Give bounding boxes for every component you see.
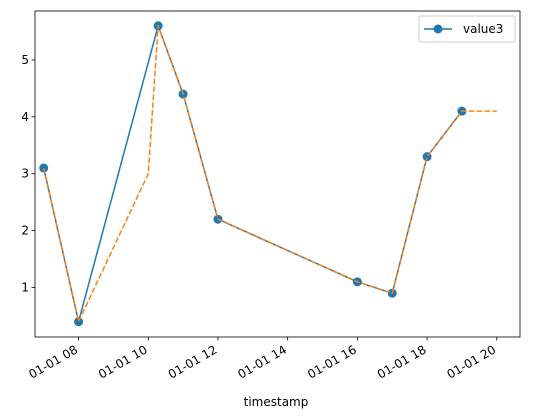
legend-marker-value3 [433, 24, 443, 34]
data-point [74, 317, 84, 327]
y-tick-label: 2 [21, 224, 29, 238]
y-tick-label: 3 [21, 167, 29, 181]
x-axis-label: timestamp [244, 395, 309, 409]
legend-label-value3: value3 [463, 22, 503, 36]
y-axis: 1 2 3 4 5 [21, 53, 35, 295]
legend-box [418, 15, 516, 43]
legend: value3 [418, 15, 516, 43]
series-line-series-1 [42, 25, 497, 323]
plot-lines [39, 21, 497, 327]
y-tick-label: 1 [21, 281, 29, 295]
y-tick-label: 5 [21, 53, 29, 67]
y-tick-label: 4 [21, 110, 29, 124]
